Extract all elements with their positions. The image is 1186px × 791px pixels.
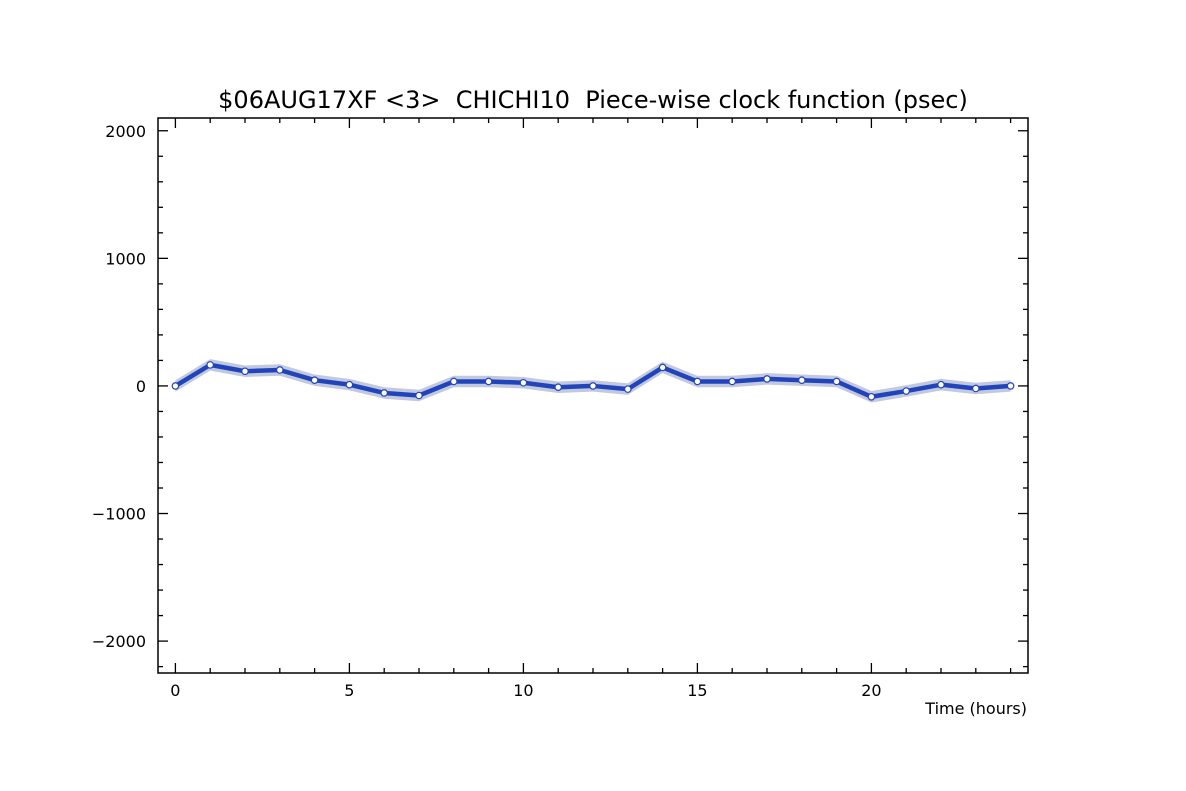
chart-title: $06AUG17XF <3> CHICHI10 Piece-wise clock… xyxy=(218,86,968,114)
data-point xyxy=(310,376,319,384)
data-point xyxy=(554,383,563,392)
x-tick-label: 5 xyxy=(344,681,354,700)
data-point xyxy=(902,387,911,395)
data-point xyxy=(171,382,180,390)
data-point xyxy=(206,361,215,369)
y-tick-labels: −2000 −1000 0 1000 2000 xyxy=(92,122,146,651)
minor-ticks xyxy=(158,118,1028,673)
data-point xyxy=(415,391,423,400)
y-tick-label: 1000 xyxy=(105,249,146,268)
data-point xyxy=(937,380,945,389)
y-tick-label: 0 xyxy=(136,377,146,396)
data-point xyxy=(484,377,493,386)
data-point xyxy=(345,380,354,389)
data-point xyxy=(380,389,389,397)
data-point xyxy=(275,366,284,374)
data-point xyxy=(1006,382,1015,390)
data-point xyxy=(623,385,632,393)
x-tick-label: 20 xyxy=(861,681,881,700)
y-tick-label: 2000 xyxy=(105,122,146,141)
data-points xyxy=(171,361,1015,401)
data-point xyxy=(658,363,667,372)
data-point xyxy=(241,367,249,376)
x-axis-label: Time (hours) xyxy=(924,699,1027,718)
x-tick-label: 10 xyxy=(513,681,533,700)
data-point xyxy=(971,384,980,393)
y-tick-label: −1000 xyxy=(92,505,146,524)
data-point xyxy=(797,376,806,384)
data-point xyxy=(449,377,458,386)
data-point xyxy=(519,378,528,387)
x-tick-label: 0 xyxy=(170,681,180,700)
data-point xyxy=(763,375,771,383)
y-tick-label: −2000 xyxy=(92,632,146,651)
data-point xyxy=(693,377,702,386)
data-point xyxy=(728,377,737,386)
x-tick-label: 15 xyxy=(687,681,707,700)
x-tick-labels: 0 5 10 15 20 xyxy=(170,681,881,700)
data-point xyxy=(832,377,841,386)
major-ticks xyxy=(158,118,1028,673)
data-point xyxy=(867,392,876,401)
data-point xyxy=(589,382,597,390)
